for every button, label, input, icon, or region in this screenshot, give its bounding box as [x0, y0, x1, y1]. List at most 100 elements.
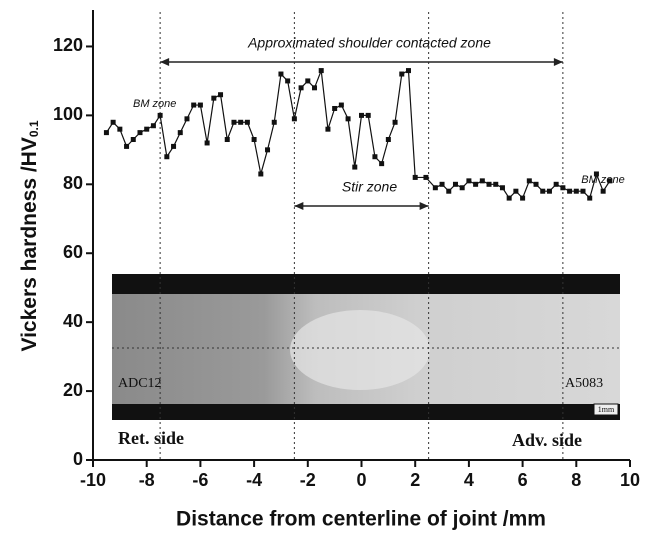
x-tick-label: 6 — [518, 470, 528, 490]
data-point — [405, 68, 411, 74]
data-point — [291, 116, 297, 122]
y-tick-label: 0 — [73, 449, 83, 469]
data-point — [352, 164, 358, 170]
data-point — [600, 188, 606, 194]
data-point — [265, 147, 271, 153]
y-axis-title-sub: 0.1 — [27, 120, 41, 137]
x-tick-label: -8 — [139, 470, 155, 490]
data-point — [446, 188, 452, 194]
side-label: Ret. side — [118, 428, 184, 448]
data-point — [607, 178, 613, 184]
x-tick-label: -6 — [192, 470, 208, 490]
data-point — [526, 178, 532, 184]
data-point — [231, 119, 237, 125]
data-point — [379, 161, 385, 167]
x-axis-title: Distance from centerline of joint /mm — [176, 508, 546, 531]
data-point — [191, 102, 197, 108]
data-point — [238, 119, 244, 125]
data-point — [218, 92, 224, 98]
data-point — [338, 102, 344, 108]
micrograph-band — [112, 274, 620, 294]
data-point — [318, 68, 324, 74]
data-point — [506, 195, 512, 201]
data-point — [459, 185, 465, 191]
micrograph: ADC12 A5083 1mm Ret. side Adv. side — [112, 274, 620, 450]
data-point — [412, 174, 418, 180]
data-point — [486, 181, 492, 187]
data-point — [251, 137, 257, 143]
data-point — [399, 71, 405, 77]
y-tick-label: 40 — [63, 311, 83, 331]
x-tick-label: 2 — [410, 470, 420, 490]
data-point — [332, 105, 338, 111]
data-point — [560, 185, 566, 191]
data-point — [385, 137, 391, 143]
data-point — [150, 123, 156, 129]
data-point — [244, 119, 250, 125]
data-point — [177, 130, 183, 136]
data-point — [164, 154, 170, 160]
y-tick-label: 120 — [53, 35, 83, 55]
data-point — [184, 116, 190, 122]
y-axis-title-main: Vickers hardness /HV — [18, 137, 41, 351]
data-point — [439, 181, 445, 187]
data-point — [278, 71, 284, 77]
data-point — [493, 181, 499, 187]
data-point — [479, 178, 485, 184]
annotation: BM zone — [581, 174, 624, 186]
data-point — [567, 188, 573, 194]
x-tick-label: -2 — [300, 470, 316, 490]
data-point — [144, 126, 150, 132]
material-label: ADC12 — [118, 376, 162, 391]
micrograph-band — [112, 404, 620, 420]
x-tick-label: 10 — [620, 470, 640, 490]
annotation: Stir zone — [342, 179, 397, 195]
data-point — [533, 181, 539, 187]
scale-label: 1mm — [598, 405, 615, 414]
material-label: A5083 — [565, 376, 603, 391]
data-point — [593, 171, 599, 177]
data-point — [103, 130, 109, 136]
data-point — [325, 126, 331, 132]
annotation: Approximated shoulder contacted zone — [247, 35, 491, 51]
data-point — [224, 137, 230, 143]
data-point — [157, 112, 163, 118]
data-point — [117, 126, 123, 132]
data-point — [124, 143, 130, 149]
data-point — [372, 154, 378, 160]
data-point — [580, 188, 586, 194]
data-point — [423, 174, 429, 180]
data-point — [137, 130, 143, 136]
data-point — [305, 78, 311, 84]
data-point — [573, 188, 579, 194]
data-point — [540, 188, 546, 194]
data-point — [258, 171, 264, 177]
data-point — [130, 137, 136, 143]
data-point — [546, 188, 552, 194]
data-point — [473, 181, 479, 187]
data-point — [298, 85, 304, 91]
y-tick-label: 60 — [63, 242, 83, 262]
data-point — [211, 95, 217, 101]
data-point — [392, 119, 398, 125]
data-point — [466, 178, 472, 184]
data-point — [513, 188, 519, 194]
scale-box — [593, 403, 619, 416]
data-point — [312, 85, 318, 91]
y-axis-title: Vickers hardness /HV0.1 — [18, 120, 42, 351]
data-point — [499, 185, 505, 191]
data-point — [345, 116, 351, 122]
data-point — [171, 143, 177, 149]
x-tick-label: 4 — [464, 470, 474, 490]
data-point — [110, 119, 116, 125]
side-label: Adv. side — [512, 430, 582, 450]
data-point — [553, 181, 559, 187]
y-tick-label: 100 — [53, 104, 83, 124]
annotation: BM zone — [133, 98, 176, 110]
data-point — [432, 185, 438, 191]
data-point — [587, 195, 593, 201]
x-tick-label: -4 — [246, 470, 262, 490]
y-tick-label: 20 — [63, 380, 83, 400]
